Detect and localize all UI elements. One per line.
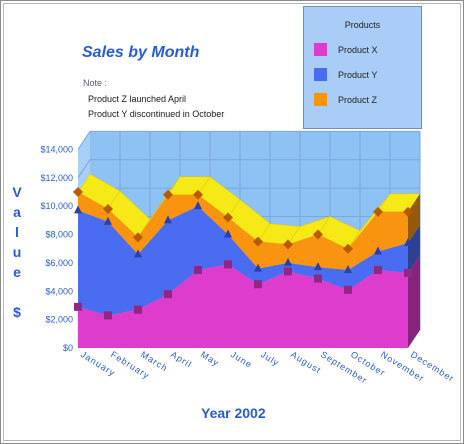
legend-label-product-x: Product X — [338, 45, 378, 55]
legend-label-product-z: Product Z — [338, 95, 378, 105]
marker-diamond — [193, 189, 203, 200]
side-face-1 — [408, 225, 420, 273]
marker-square — [254, 280, 262, 289]
y-tick-label: $2,000 — [45, 315, 73, 325]
data-markers — [73, 186, 413, 320]
legend: Products Product X Product Y Product Z — [303, 6, 422, 129]
y-tick-label: $8,000 — [45, 230, 73, 240]
marker-square — [314, 274, 322, 283]
marker-square — [104, 311, 112, 320]
marker-triangle — [314, 262, 322, 271]
marker-diamond — [403, 206, 413, 217]
area-product-y — [78, 206, 408, 316]
y-axis-label-char: $ — [13, 304, 21, 320]
side-face-0 — [408, 254, 420, 348]
legend-title: Products — [344, 20, 381, 30]
legend-swatch-product-z — [314, 93, 327, 106]
area-series-group — [78, 191, 408, 348]
marker-diamond — [283, 239, 293, 250]
y-tick-label: $6,000 — [45, 258, 73, 268]
marker-triangle — [134, 249, 142, 258]
note-line-2: Product Y discontinued in October — [88, 109, 225, 119]
marker-diamond — [223, 212, 233, 223]
marker-triangle — [404, 238, 412, 247]
marker-square — [374, 265, 382, 274]
note-line-1: Product Z launched April — [88, 94, 187, 104]
marker-diamond — [73, 186, 83, 197]
x-tick-label: June — [229, 349, 254, 370]
marker-square — [224, 260, 232, 269]
y-tick-label: $4,000 — [45, 286, 73, 296]
marker-triangle — [74, 205, 82, 214]
y-axis-label-char: a — [13, 204, 21, 220]
marker-triangle — [254, 263, 262, 272]
chart-title: Sales by Month — [82, 44, 200, 61]
y-tick-label: $0 — [63, 343, 73, 353]
y-tick-label: $12,000 — [40, 173, 73, 183]
chart-frame-inner — [3, 3, 461, 441]
grid-line — [77, 130, 420, 150]
note-label: Note : — [83, 78, 108, 88]
marker-square — [344, 285, 352, 294]
marker-square — [284, 267, 292, 276]
x-tick-label: April — [169, 349, 194, 370]
y-axis-label-char: u — [12, 244, 22, 260]
marker-square — [404, 268, 412, 277]
grid-line — [77, 159, 420, 179]
y-tick-label: $14,000 — [40, 144, 73, 154]
y-axis-label-char: e — [13, 264, 21, 280]
x-axis-label: Year 2002 — [201, 405, 266, 421]
y-axis-label-char: l — [15, 224, 19, 240]
marker-diamond — [343, 243, 353, 254]
marker-diamond — [253, 236, 263, 247]
marker-square — [194, 265, 202, 274]
side-face-2 — [408, 193, 420, 244]
area-product-x — [78, 264, 408, 348]
marker-triangle — [194, 201, 202, 210]
y-tick-label: $10,000 — [40, 201, 73, 211]
marker-triangle — [374, 246, 382, 255]
marker-triangle — [104, 216, 112, 225]
y-axis-ticks: $0 $2,000 $4,000 $6,000 $8,000 $10,000 $12,000… — [40, 144, 73, 353]
marker-square — [134, 305, 142, 314]
legend-swatch-product-x — [314, 43, 327, 56]
legend-swatch-product-y — [314, 68, 327, 81]
y-axis-label-char: V — [12, 184, 22, 200]
marker-triangle — [284, 257, 292, 266]
marker-triangle — [344, 264, 352, 273]
y-axis-label-char — [8, 282, 26, 302]
legend-label-product-y: Product Y — [338, 70, 378, 80]
marker-square — [74, 302, 82, 311]
x-tick-label: July — [259, 349, 281, 368]
marker-diamond — [163, 189, 173, 200]
marker-diamond — [313, 229, 323, 240]
marker-diamond — [133, 232, 143, 243]
x-tick-label: August — [289, 349, 323, 376]
x-tick-label: May — [199, 349, 221, 368]
marker-triangle — [224, 229, 232, 238]
marker-diamond — [103, 203, 113, 214]
marker-triangle — [164, 215, 172, 224]
marker-diamond — [373, 206, 383, 217]
marker-square — [164, 290, 172, 299]
area-product-z — [78, 191, 408, 270]
